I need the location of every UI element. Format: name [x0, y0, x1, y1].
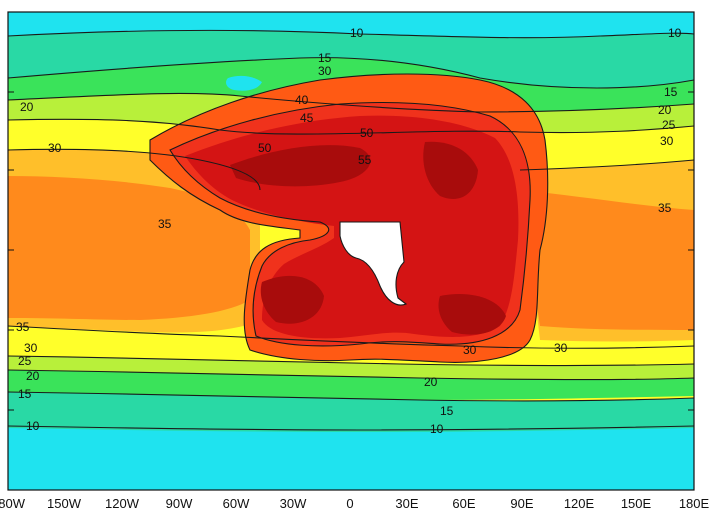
contour-label-15-ne: 15 — [664, 85, 678, 99]
contour-label-35-sw: 35 — [16, 320, 30, 334]
x-tick-0: 0 — [346, 496, 353, 511]
contour-label-20-south: 20 — [424, 375, 438, 389]
contour-label-45: 45 — [300, 111, 314, 125]
x-tick-90W: 90W — [166, 496, 193, 511]
land-55-region-se — [438, 294, 506, 335]
x-tick-150W: 150W — [47, 496, 82, 511]
contour-label-10-ne: 10 — [668, 26, 682, 40]
contour-label-35-west: 35 — [158, 217, 172, 231]
x-tick-120W: 120W — [105, 496, 140, 511]
contour-label-30-north-land: 30 — [318, 64, 332, 78]
contour-label-30-nw: 30 — [48, 141, 62, 155]
contour-label-50-north: 50 — [258, 141, 272, 155]
x-tick-120E: 120E — [564, 496, 595, 511]
x-tick-180W: 180W — [0, 496, 26, 511]
x-tick-30E: 30E — [395, 496, 418, 511]
x-tick-60E: 60E — [452, 496, 475, 511]
x-tick-180E: 180E — [679, 496, 710, 511]
x-tick-30W: 30W — [280, 496, 307, 511]
contour-label-20-nw: 20 — [20, 100, 34, 114]
contour-label-35-east: 35 — [658, 201, 672, 215]
x-tick-150E: 150E — [621, 496, 652, 511]
plot-frame — [7, 11, 695, 491]
land-55-region-east — [423, 141, 478, 199]
inland-sea — [340, 222, 406, 306]
contour-label-10-sw: 10 — [26, 419, 40, 433]
x-axis: 180W 150W 120W 90W 60W 30W 0 30E 60E 90E… — [0, 496, 710, 511]
contour-label-10-north: 10 — [350, 26, 364, 40]
contour-label-50-center: 50 — [360, 126, 374, 140]
contour-label-15-sw: 15 — [18, 387, 32, 401]
band-10-south — [8, 426, 694, 490]
contour-label-40: 40 — [295, 93, 309, 107]
contour-label-20-ne: 20 — [658, 103, 672, 117]
northern-shore-band — [218, 63, 300, 82]
y-axis-ticks — [8, 91, 694, 411]
contour-label-55-center: 55 — [358, 153, 372, 167]
northern-lake — [226, 75, 262, 91]
land-55-region-sw — [260, 275, 324, 324]
contour-labels: 10 10 15 15 20 20 25 30 30 30 35 35 40 4… — [16, 26, 682, 436]
contour-label-15-north: 15 — [318, 51, 332, 65]
x-tick-90E: 90E — [510, 496, 533, 511]
land-55-region-north — [230, 145, 371, 187]
contour-label-15-south: 15 — [440, 404, 454, 418]
map-plot-area — [7, 11, 695, 491]
contour-label-30-sw: 30 — [24, 341, 38, 355]
band-35b-west — [8, 176, 250, 320]
band-20-south — [8, 370, 694, 400]
contour-label-30-se: 30 — [554, 341, 568, 355]
band-35b-east — [520, 190, 694, 330]
contour-label-10-south: 10 — [430, 422, 444, 436]
band-15-south — [8, 392, 694, 432]
contour-label-30-south-land: 30 — [463, 343, 477, 357]
x-tick-60W: 60W — [223, 496, 250, 511]
contour-lines — [7, 29, 695, 431]
contour-label-25-ne: 25 — [662, 118, 676, 132]
contour-label-20-sw: 20 — [26, 369, 40, 383]
contour-label-30-ne: 30 — [660, 134, 674, 148]
contour-label-25-sw: 25 — [18, 354, 32, 368]
